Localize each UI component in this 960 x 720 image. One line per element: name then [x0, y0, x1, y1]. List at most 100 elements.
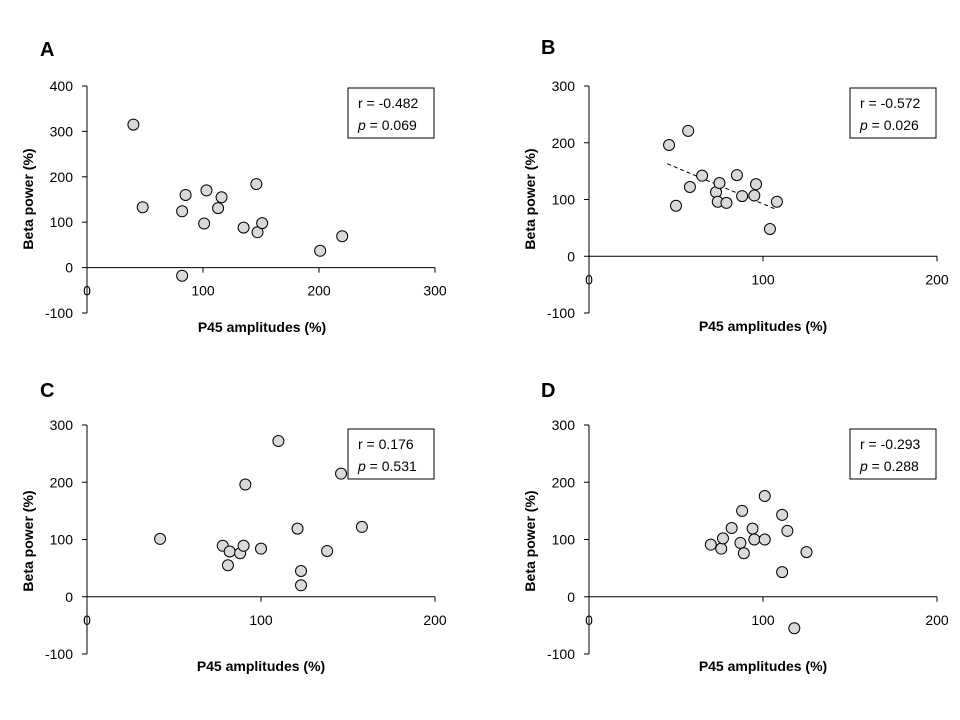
y-tick-label: 100 [50, 532, 74, 548]
x-tick-label: 200 [423, 612, 447, 628]
data-point [770, 195, 783, 208]
data-point [198, 217, 211, 230]
data-point [295, 564, 308, 577]
panel-letter: B [541, 37, 555, 59]
y-tick-label: 200 [50, 169, 74, 185]
data-point [321, 544, 334, 557]
data-point [750, 178, 763, 191]
data-point [748, 189, 761, 202]
data-point [670, 199, 682, 212]
panel-a: A -100 0 100 200 300 400 0 100 200 300 P45 amplitud… [20, 39, 447, 335]
x-axis-title: P45 amplitudes (%) [699, 318, 827, 334]
data-point [250, 178, 263, 191]
data-point [713, 177, 726, 190]
x-tick-label: 200 [925, 612, 949, 628]
y-tick-label: 0 [567, 589, 575, 605]
data-point [212, 202, 225, 215]
data-point [696, 169, 709, 182]
data-point [781, 524, 794, 537]
x-tick-label: 0 [585, 612, 593, 628]
data-point [736, 504, 749, 517]
data-point [720, 196, 733, 209]
data-point [295, 579, 308, 592]
y-axis-title: Beta power (%) [522, 490, 538, 591]
data-point [136, 201, 149, 214]
data-point [237, 539, 250, 552]
data-point [215, 191, 228, 204]
stat-r-value: r = 0.176 [358, 436, 414, 452]
data-point [682, 124, 695, 137]
stat-p-value: p = 0.026 [859, 117, 919, 133]
stats-box [347, 87, 435, 139]
data-point [716, 532, 729, 545]
x-tick-label: 100 [191, 283, 215, 299]
panel-letter: C [40, 380, 54, 402]
data-point [776, 508, 789, 521]
x-axis-title: P45 amplitudes (%) [198, 319, 326, 335]
panel-letter: D [541, 380, 555, 402]
data-point [715, 542, 728, 555]
data-point [179, 188, 192, 201]
panel-d: D -100 0 100 200 300 0 100 200 P45 amplitudes (%)… [522, 380, 949, 674]
data-point [200, 184, 213, 197]
data-point [336, 230, 349, 243]
x-tick-label: 100 [249, 612, 273, 628]
x-axis-title: P45 amplitudes (%) [197, 658, 325, 674]
data-point [788, 622, 801, 635]
data-point [800, 546, 813, 559]
data-point [746, 522, 759, 535]
data-point [734, 536, 747, 549]
stat-r-value: r = -0.572 [860, 95, 921, 111]
data-point [748, 533, 761, 546]
y-tick-label: 0 [65, 260, 73, 276]
data-point [683, 181, 696, 194]
data-point [725, 522, 738, 535]
y-tick-label: -100 [45, 646, 73, 662]
data-point [758, 533, 771, 546]
data-point [355, 520, 368, 533]
y-tick-label: 100 [552, 532, 576, 548]
y-tick-label: -100 [547, 305, 575, 321]
y-tick-label: -100 [45, 305, 73, 321]
y-axis-title: Beta power (%) [522, 148, 538, 249]
data-point [291, 522, 304, 535]
y-tick-label: 300 [552, 417, 576, 433]
x-tick-label: 100 [751, 271, 775, 287]
y-tick-label: 0 [65, 589, 73, 605]
data-point [730, 169, 743, 182]
data-point [255, 542, 267, 555]
data-point [272, 435, 285, 448]
y-axis-title: Beta power (%) [20, 490, 36, 591]
x-tick-label: 0 [585, 271, 593, 287]
stats-box [849, 428, 937, 480]
data-point [335, 467, 348, 480]
x-axis-title: P45 amplitudes (%) [699, 658, 827, 674]
data-point [237, 221, 250, 234]
data-point [776, 566, 789, 579]
data-point [763, 223, 776, 236]
data-point [127, 118, 140, 131]
data-point [736, 190, 749, 203]
x-tick-label: 200 [307, 283, 331, 299]
data-point [704, 538, 717, 551]
y-tick-label: 0 [567, 248, 575, 264]
y-tick-label: -100 [547, 646, 575, 662]
y-tick-label: 100 [552, 192, 576, 208]
stat-r-value: r = -0.293 [860, 436, 921, 452]
stats-box [347, 428, 435, 480]
y-tick-label: 200 [552, 474, 576, 490]
data-point [737, 547, 750, 560]
panel-c: C -100 0 100 200 300 0 100 200 P45 amplitudes (%)… [20, 380, 447, 674]
panel-letter: A [40, 39, 54, 61]
stat-r-value: r = -0.482 [358, 95, 419, 111]
data-point [176, 205, 189, 218]
y-tick-label: 100 [50, 214, 74, 230]
y-axis-title: Beta power (%) [20, 148, 36, 249]
stat-p-value: p = 0.288 [859, 458, 919, 474]
y-tick-label: 300 [552, 78, 576, 94]
data-point [663, 139, 676, 152]
x-tick-label: 200 [925, 271, 949, 287]
y-tick-label: 300 [50, 123, 74, 139]
data-point [758, 489, 771, 502]
panel-b: B -100 0 100 200 300 0 100 200 P45 amplitudes (%)… [522, 37, 949, 334]
